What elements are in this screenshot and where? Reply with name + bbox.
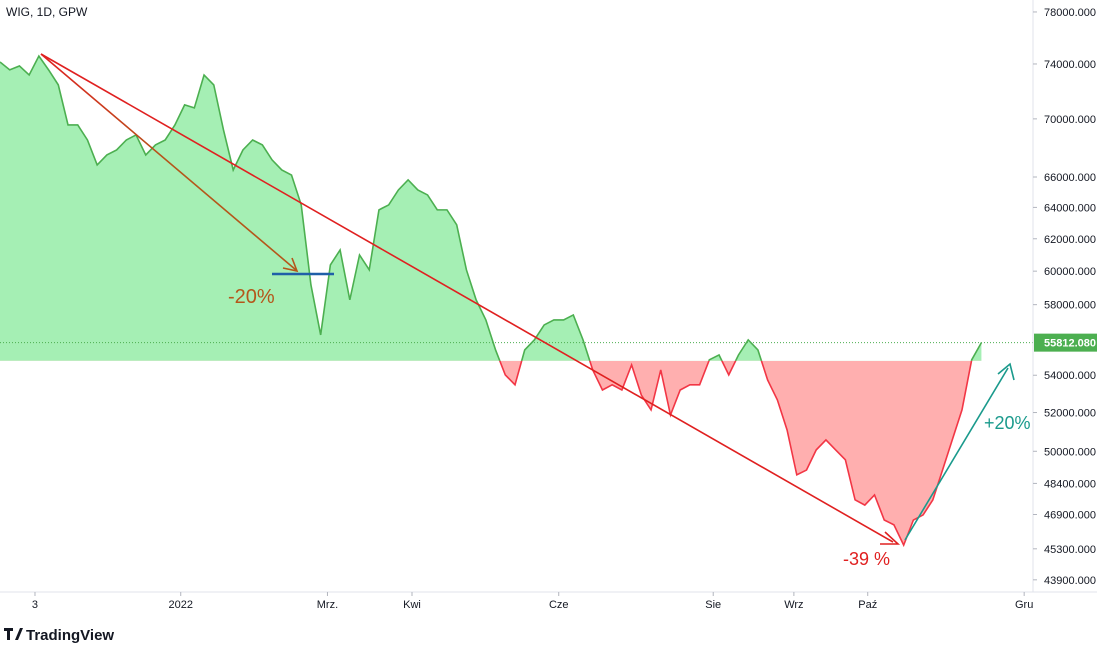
x-tick-label: Sie <box>705 599 721 611</box>
y-tick-label: 54000.000 <box>1044 370 1096 382</box>
y-tick-label: 48400.000 <box>1044 478 1096 490</box>
annotation: -39 % <box>843 549 890 569</box>
trend-arrow <box>40 53 297 271</box>
brand: TradingView <box>26 627 114 644</box>
last-price-label: 55812.080 <box>1044 338 1096 350</box>
x-tick-label: Cze <box>549 599 569 611</box>
arrow-head <box>997 362 1015 381</box>
y-tick-label: 74000.000 <box>1044 59 1096 71</box>
area-below <box>499 360 972 546</box>
x-tick-label: Mrz. <box>317 599 338 611</box>
y-tick-label: 66000.000 <box>1044 172 1096 184</box>
x-tick-label: Kwi <box>403 599 421 611</box>
x-tick-label: Gru <box>1015 599 1033 611</box>
chart-title: WIG, 1D, GPW <box>6 5 88 19</box>
logo: TradingView <box>4 627 114 644</box>
y-tick-label: 46900.000 <box>1044 510 1096 522</box>
x-tick-label: 2022 <box>168 599 192 611</box>
y-tick-label: 58000.000 <box>1044 300 1096 312</box>
y-tick-label: 52000.000 <box>1044 408 1096 420</box>
y-tick-label: 50000.000 <box>1044 446 1096 458</box>
x-tick-label: Paź <box>858 599 877 611</box>
trend-line <box>40 53 894 543</box>
plot-area <box>0 54 1033 548</box>
y-tick-label: 62000.000 <box>1044 234 1096 246</box>
drawings: -20% -39 % +20% <box>40 53 1031 569</box>
line-below <box>498 360 973 548</box>
trend-arrow <box>904 367 1009 541</box>
arrow-head <box>880 531 901 545</box>
last-price-box <box>1034 333 1097 352</box>
logo-icon <box>4 628 23 640</box>
annotation: +20% <box>984 413 1031 433</box>
annotation: -20% <box>228 286 275 308</box>
x-tick-label: Wrz <box>784 599 803 611</box>
area-above <box>0 55 982 361</box>
y-tick-label: 78000.000 <box>1044 7 1096 19</box>
y-tick-label: 70000.000 <box>1044 114 1096 126</box>
y-tick-label: 60000.000 <box>1044 266 1096 278</box>
x-tick-label: 3 <box>32 599 38 611</box>
line-above <box>0 54 983 361</box>
arrow-head <box>282 257 299 273</box>
y-tick-label: 43900.000 <box>1044 575 1096 587</box>
y-tick-label: 64000.000 <box>1044 202 1096 214</box>
y-tick-label: 45300.000 <box>1044 544 1096 556</box>
